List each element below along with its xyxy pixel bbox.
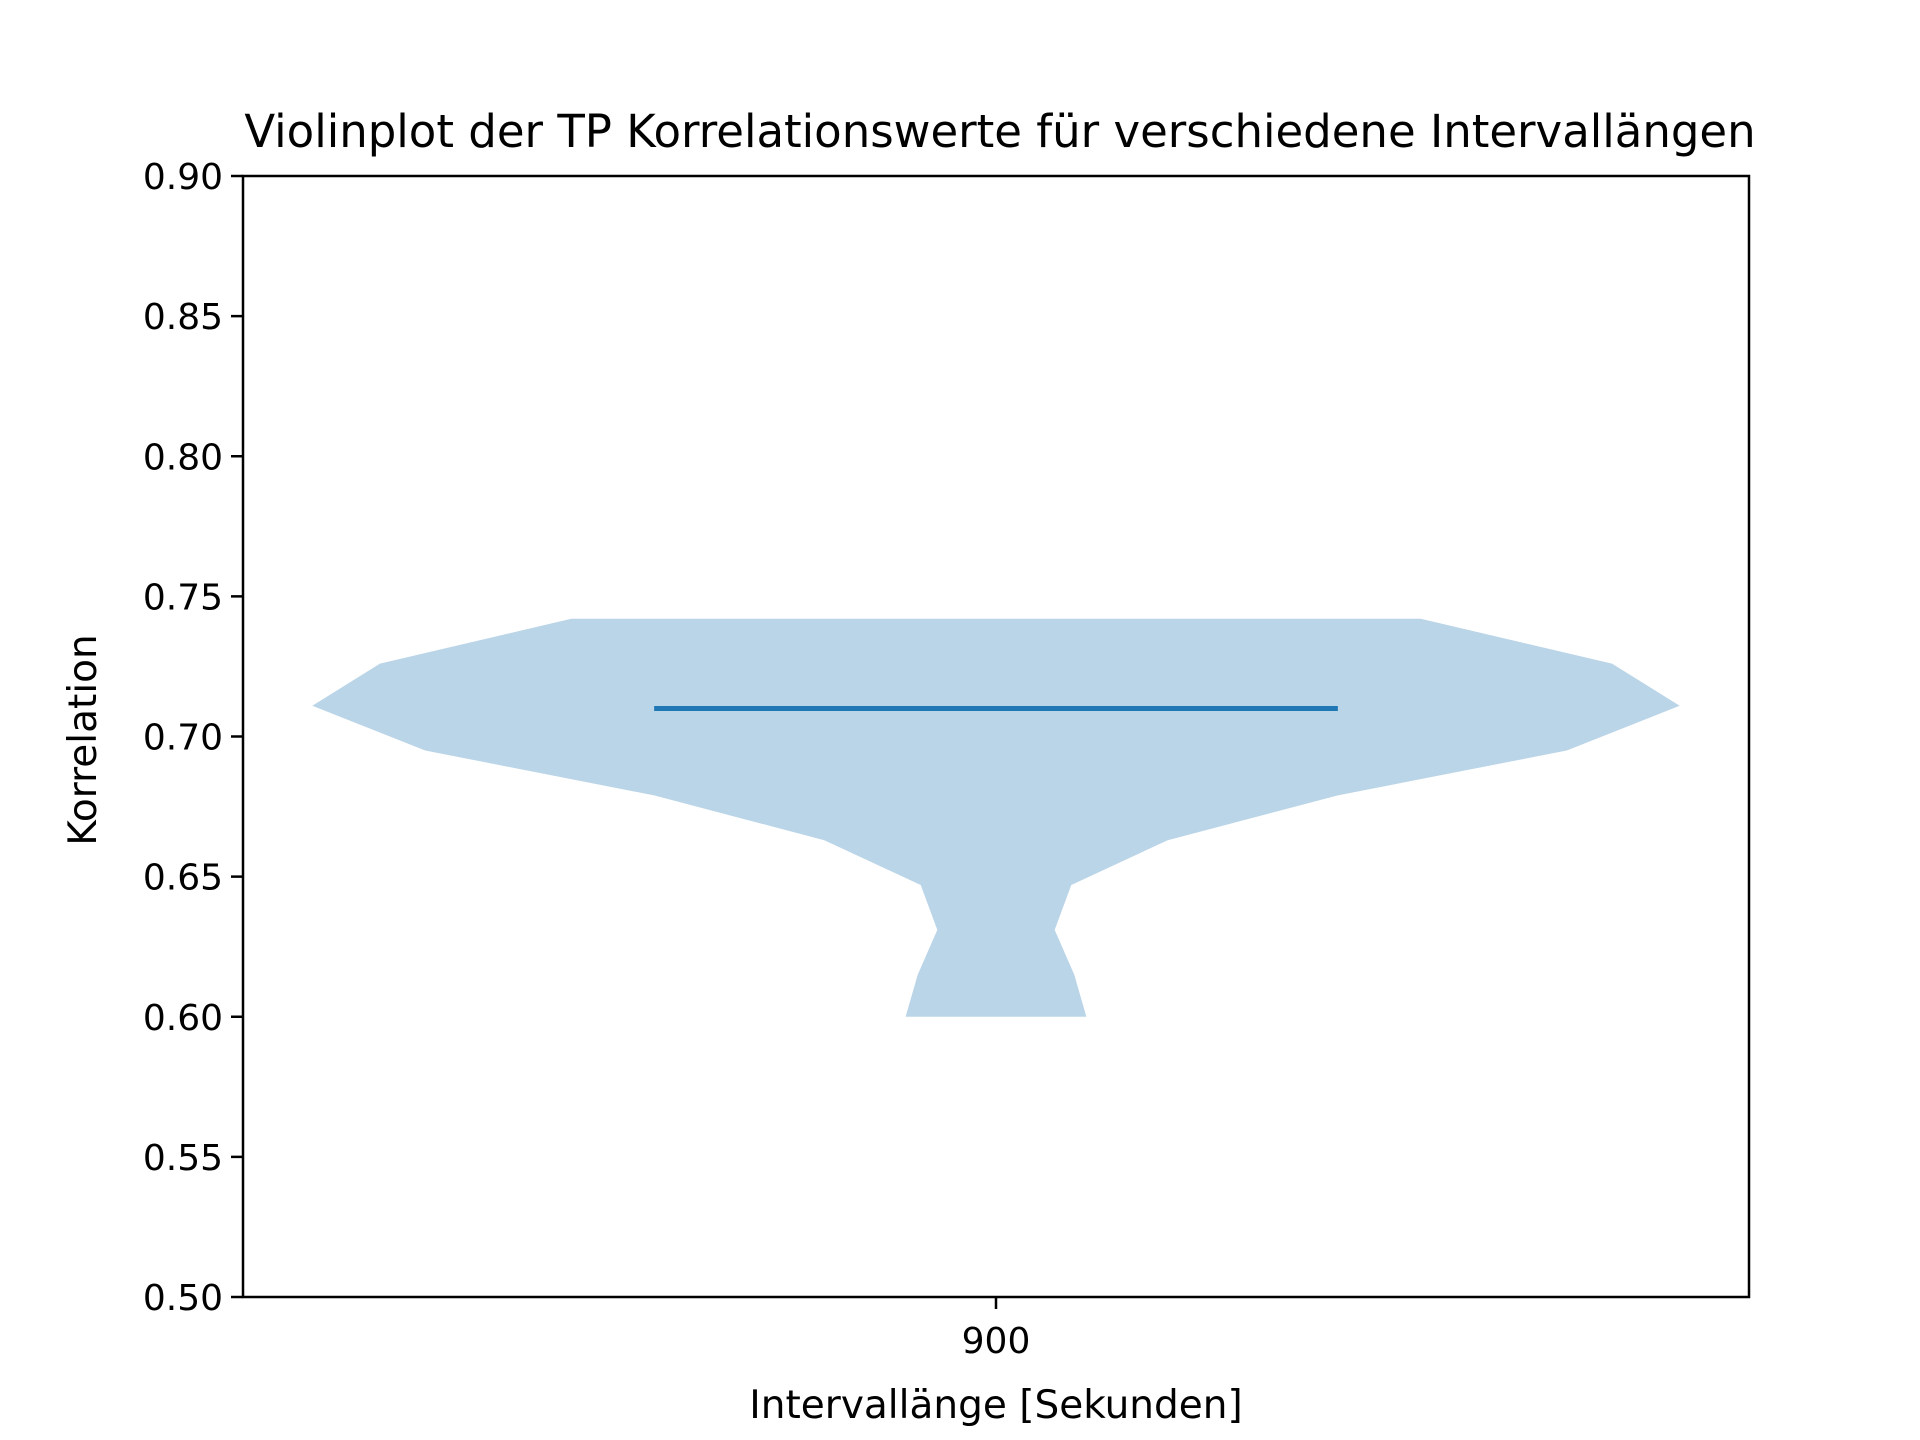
y-tick-label: 0.50	[143, 1278, 223, 1319]
y-tick-label: 0.60	[143, 998, 223, 1039]
y-tick-label: 0.80	[143, 437, 223, 478]
y-axis: 0.50 0.55 0.60 0.65 0.70 0.75 0.80 0.85 0.90	[143, 157, 243, 1319]
x-axis-label: Intervallänge [Sekunden]	[749, 1383, 1242, 1428]
y-tick-label: 0.70	[143, 718, 223, 759]
y-tick-label: 0.75	[143, 577, 223, 618]
chart-title: Violinplot der TP Korrelationswerte für …	[244, 105, 1755, 158]
y-tick-label: 0.90	[143, 157, 223, 198]
y-axis-label: Korrelation	[61, 634, 106, 845]
x-tick-label: 900	[962, 1321, 1031, 1362]
y-tick-label: 0.65	[143, 858, 223, 899]
y-tick-label: 0.85	[143, 297, 223, 338]
x-axis: 900	[962, 1297, 1031, 1362]
y-tick-label: 0.55	[143, 1138, 223, 1179]
plot-area	[312, 618, 1680, 1017]
violin-body	[312, 618, 1680, 1017]
